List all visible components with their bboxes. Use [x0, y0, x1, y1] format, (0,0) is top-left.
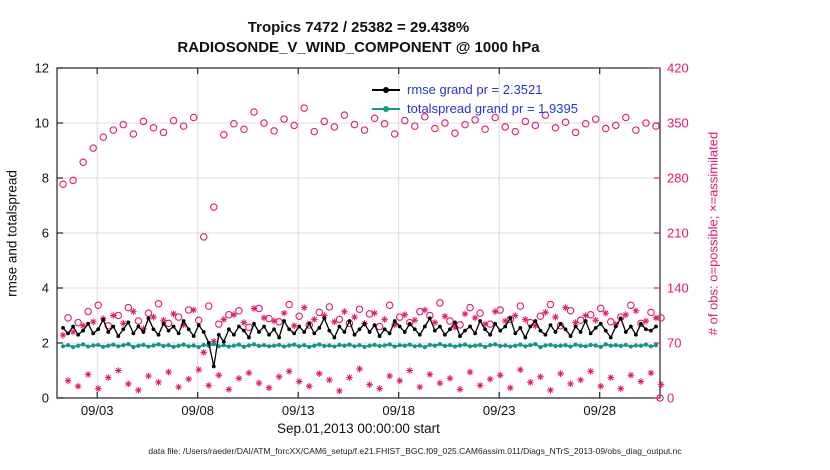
svg-text:210: 210 [667, 226, 689, 241]
legend-label-rmse: rmse grand pr = 2.3521 [407, 82, 543, 97]
svg-text:420: 420 [667, 61, 689, 76]
svg-text:0: 0 [667, 391, 674, 406]
chart-legend: rmse grand pr = 2.3521 totalspread grand… [372, 80, 578, 118]
legend-label-totalspread: totalspread grand pr = 1.9395 [407, 101, 578, 116]
chart-title-stats: Tropics 7472 / 25382 = 29.438% [247, 19, 470, 36]
svg-text:09/18: 09/18 [382, 403, 415, 418]
svg-text:0: 0 [42, 391, 49, 406]
chart-title-variable: RADIOSONDE_V_WIND_COMPONENT @ 1000 hPa [177, 39, 540, 56]
right-axis-label: # of obs: o=possible; ×=assimilated [705, 131, 721, 336]
svg-text:350: 350 [667, 116, 689, 131]
svg-text:2: 2 [42, 336, 49, 351]
svg-text:6: 6 [42, 226, 49, 241]
x-axis-label: Sep.01,2013 00:00:00 start [277, 421, 440, 436]
svg-text:8: 8 [42, 171, 49, 186]
svg-text:12: 12 [35, 61, 49, 76]
svg-text:09/08: 09/08 [181, 403, 214, 418]
totalspread-line-swatch [372, 107, 400, 110]
svg-text:09/23: 09/23 [483, 403, 516, 418]
svg-text:70: 70 [667, 336, 681, 351]
svg-text:09/13: 09/13 [282, 403, 315, 418]
chart-titles: Tropics 7472 / 25382 = 29.438% RADIOSOND… [57, 18, 660, 58]
legend-item-rmse: rmse grand pr = 2.3521 [372, 80, 578, 99]
svg-text:09/28: 09/28 [583, 403, 616, 418]
legend-item-totalspread: totalspread grand pr = 1.9395 [372, 99, 578, 118]
svg-text:09/03: 09/03 [81, 403, 114, 418]
svg-text:10: 10 [35, 116, 49, 131]
svg-text:4: 4 [42, 281, 49, 296]
svg-text:280: 280 [667, 171, 689, 186]
svg-text:140: 140 [667, 281, 689, 296]
rmse-line-swatch [372, 88, 400, 91]
data-file-note: data file: /Users/raeder/DAI/ATM_forcXX/… [148, 446, 682, 456]
left-axis-label: rmse and totalspread [4, 170, 20, 297]
